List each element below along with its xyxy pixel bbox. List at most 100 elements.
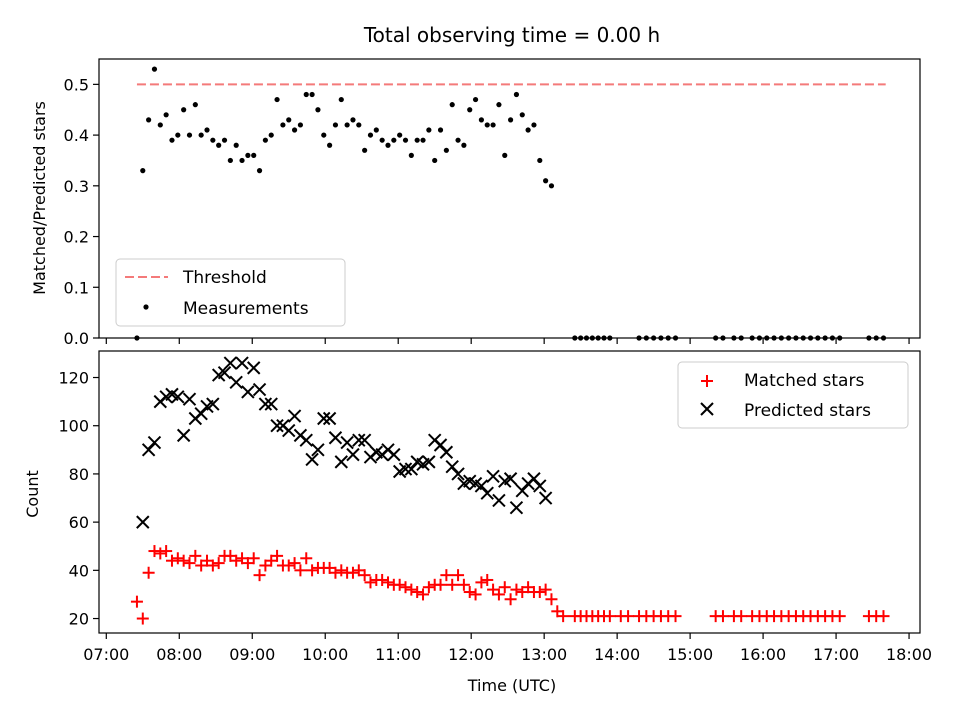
measurement-point — [221, 137, 228, 143]
matched-star-point — [177, 554, 190, 567]
x-tick-label: 17:00 — [813, 645, 859, 664]
matched-star-point — [622, 610, 635, 623]
matched-star-point — [452, 569, 465, 582]
measurement-point — [764, 335, 770, 341]
matched-legend-label: Matched stars — [744, 371, 864, 391]
predicted-star-point — [387, 447, 401, 462]
matched-star-point — [469, 588, 482, 601]
measurement-point — [807, 335, 814, 341]
predicted-star-point — [282, 423, 296, 438]
matched-star-point — [545, 593, 558, 606]
matched-star-point — [434, 578, 447, 591]
predicted-star-point — [439, 445, 454, 459]
measurement-point — [256, 168, 263, 174]
x-tick-label: 10:00 — [302, 645, 348, 664]
x-tick-label: 14:00 — [594, 645, 640, 664]
top-legend: Threshold Measurements — [115, 258, 346, 327]
matched-star-point — [405, 583, 418, 596]
measurement-point — [607, 335, 613, 341]
measurement-point — [362, 147, 368, 153]
matched-star-point — [183, 557, 196, 570]
matched-star-point — [148, 545, 161, 558]
matched-star-point — [492, 588, 505, 601]
measurement-point — [262, 137, 268, 143]
measurement-point — [531, 122, 537, 128]
measurement-point — [461, 142, 467, 148]
measurement-point — [140, 168, 146, 174]
measurement-point — [379, 137, 385, 143]
matched-star-point — [877, 610, 890, 623]
bottom-y-ticks: 20 40 60 80 100 120 — [58, 369, 99, 629]
measurement-point — [175, 132, 181, 138]
matched-star-point — [288, 557, 301, 570]
x-tick-label: 07:00 — [83, 645, 129, 664]
measurement-point — [233, 142, 239, 148]
measurement-point — [793, 335, 799, 341]
measurement-point — [274, 96, 280, 103]
measurement-point — [344, 122, 350, 128]
predicted-star-point — [287, 409, 302, 423]
predicted-star-point — [451, 467, 465, 481]
predicted-star-point — [136, 515, 150, 529]
bottom-series — [130, 356, 890, 625]
measurement-point — [338, 96, 344, 103]
measurement-point — [356, 122, 362, 128]
matched-star-point — [165, 554, 178, 567]
top-y-ticks: 0.0 0.1 0.2 0.3 0.4 0.5 — [64, 75, 99, 348]
predicted-star-point — [311, 443, 325, 457]
measurement-point — [397, 132, 403, 138]
measurement-point — [239, 157, 245, 164]
predicted-star-point — [509, 500, 524, 515]
bottom-y-tick-label: 20 — [69, 610, 89, 629]
threshold-legend-label: Threshold — [182, 268, 267, 288]
measurement-point — [800, 335, 806, 341]
matched-star-point — [364, 576, 377, 589]
matched-star-point — [417, 588, 430, 601]
matched-star-point — [206, 559, 219, 572]
bottom-axes-frame — [98, 350, 921, 634]
predicted-star-point — [492, 493, 506, 508]
predicted-star-point — [328, 431, 343, 445]
matched-star-point — [271, 549, 284, 562]
measurement-point — [414, 137, 420, 143]
measurement-point — [426, 127, 432, 133]
measurements-legend-label: Measurements — [183, 299, 309, 319]
measurement-point — [432, 157, 438, 164]
matched-star-point — [136, 612, 149, 625]
measurement-point — [502, 152, 508, 158]
measurement-point — [822, 335, 828, 341]
matched-star-point — [189, 549, 202, 562]
matched-legend-swatch — [701, 375, 713, 387]
measurement-point — [146, 117, 152, 123]
matched-star-point — [171, 552, 184, 565]
measurement-point — [315, 107, 321, 113]
predicted-star-point — [533, 479, 547, 493]
bottom-y-tick-label: 100 — [58, 417, 89, 436]
x-tick-label: 16:00 — [740, 645, 786, 664]
matched-star-point — [446, 578, 459, 591]
measurement-point — [572, 335, 578, 341]
measurement-point — [443, 147, 449, 153]
predicted-star-point — [176, 428, 191, 443]
measurement-point — [321, 132, 327, 138]
measurement-point — [385, 142, 391, 148]
measurement-point — [455, 137, 461, 143]
measurement-point — [181, 107, 187, 113]
matched-star-point — [335, 564, 348, 577]
matched-star-point — [154, 547, 167, 560]
measurement-point — [420, 137, 426, 143]
matched-star-point — [716, 610, 729, 623]
measurement-point — [880, 335, 887, 341]
measurement-point — [268, 132, 274, 138]
measurement-point — [472, 96, 479, 103]
measurement-point — [496, 102, 502, 108]
measurement-point — [643, 335, 649, 341]
x-tick-label: 08:00 — [156, 645, 202, 664]
measurement-point — [198, 132, 204, 138]
predicted-star-point — [223, 356, 238, 370]
predicted-star-point — [217, 365, 232, 380]
top-y-tick-label: 0.5 — [64, 75, 89, 94]
matched-star-point — [212, 557, 225, 570]
predicted-star-point — [503, 472, 518, 486]
measurement-point — [583, 335, 590, 341]
